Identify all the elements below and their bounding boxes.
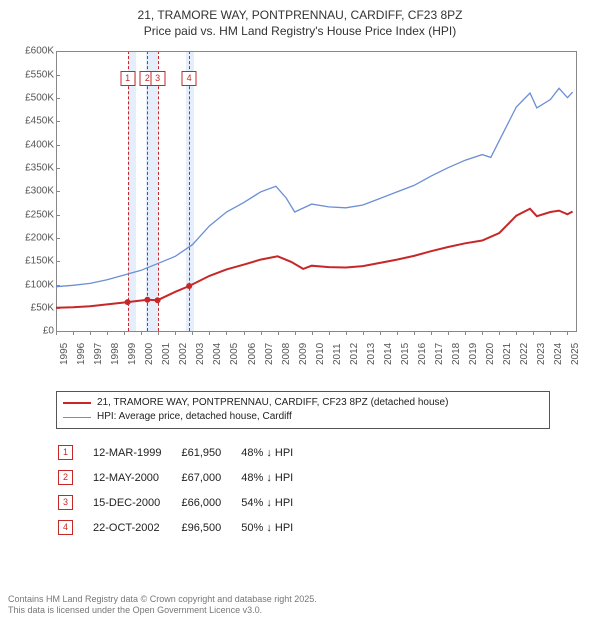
legend-swatch [63, 417, 91, 418]
table-row: 3 15-DEC-2000£66,00054% ↓ HPI [58, 491, 311, 514]
event-number-box: 3 [58, 495, 73, 510]
event-price: £96,500 [181, 516, 239, 539]
x-tick-label: 2000 [144, 343, 155, 365]
event-number-box: 1 [58, 445, 73, 460]
x-tick-label: 2010 [315, 343, 326, 365]
x-tick-label: 2022 [519, 343, 530, 365]
legend-item: 21, TRAMORE WAY, PONTPRENNAU, CARDIFF, C… [63, 396, 543, 410]
x-tick-label: 2019 [468, 343, 479, 365]
footer-line-1: Contains HM Land Registry data © Crown c… [8, 594, 592, 605]
legend-label: HPI: Average price, detached house, Card… [97, 410, 292, 424]
title-line-2: Price paid vs. HM Land Registry's House … [12, 24, 588, 40]
legend-swatch [63, 402, 91, 404]
x-tick-label: 2004 [212, 343, 223, 365]
x-tick-label: 2011 [332, 344, 343, 366]
y-tick-label: £450K [12, 116, 54, 127]
x-tick-label: 2015 [400, 343, 411, 365]
table-row: 4 22-OCT-2002£96,50050% ↓ HPI [58, 516, 311, 539]
legend-item: HPI: Average price, detached house, Card… [63, 410, 543, 424]
x-tick-label: 2024 [553, 343, 564, 365]
y-tick-label: £400K [12, 139, 54, 150]
event-date: 12-MAR-1999 [93, 441, 179, 464]
event-number-box: 2 [58, 470, 73, 485]
chart: £0 £50K £100K £150K £200K £250K £300K £350K £400… [12, 47, 588, 387]
x-tick-label: 1998 [110, 343, 121, 365]
x-tick-label: 2009 [298, 343, 309, 365]
y-tick-label: £500K [12, 92, 54, 103]
title-line-1: 21, TRAMORE WAY, PONTPRENNAU, CARDIFF, C… [12, 8, 588, 24]
x-tick-label: 2016 [417, 343, 428, 365]
y-tick-label: £250K [12, 209, 54, 220]
x-tick-label: 2017 [434, 343, 445, 365]
x-tick-label: 1995 [59, 343, 70, 365]
x-tick-label: 2013 [366, 343, 377, 365]
event-date: 12-MAY-2000 [93, 466, 179, 489]
event-date: 15-DEC-2000 [93, 491, 179, 514]
x-tick-label: 2006 [247, 343, 258, 365]
x-tick-label: 1996 [76, 343, 87, 365]
event-price: £61,950 [181, 441, 239, 464]
plot-area-frame [56, 51, 577, 332]
x-tick-label: 2002 [178, 343, 189, 365]
y-tick-label: £350K [12, 162, 54, 173]
x-tick-label: 2001 [161, 343, 172, 365]
event-delta: 54% ↓ HPI [241, 491, 311, 514]
x-tick-label: 2007 [264, 343, 275, 365]
event-number-box: 4 [58, 520, 73, 535]
events-table: 1 12-MAR-1999£61,95048% ↓ HPI 2 12-MAY-2000… [56, 439, 313, 541]
y-tick-label: £550K [12, 69, 54, 80]
event-delta: 48% ↓ HPI [241, 441, 311, 464]
event-price: £67,000 [181, 466, 239, 489]
x-tick-label: 2021 [502, 343, 513, 365]
x-tick-label: 2018 [451, 343, 462, 365]
y-tick-label: £600K [12, 46, 54, 57]
x-tick-label: 2025 [570, 343, 581, 365]
y-tick-label: £0 [12, 326, 54, 337]
event-delta: 48% ↓ HPI [241, 466, 311, 489]
footer-line-2: This data is licensed under the Open Gov… [8, 605, 592, 616]
x-tick-label: 2023 [536, 343, 547, 365]
table-row: 1 12-MAR-1999£61,95048% ↓ HPI [58, 441, 311, 464]
footer: Contains HM Land Registry data © Crown c… [8, 594, 592, 616]
x-tick-label: 2012 [349, 343, 360, 365]
x-tick-label: 2014 [383, 343, 394, 365]
y-tick-label: £100K [12, 279, 54, 290]
x-tick-label: 2008 [281, 343, 292, 365]
y-tick-label: £50K [12, 302, 54, 313]
y-tick-label: £200K [12, 232, 54, 243]
legend: 21, TRAMORE WAY, PONTPRENNAU, CARDIFF, C… [56, 391, 550, 429]
x-tick-label: 1999 [127, 343, 138, 365]
event-price: £66,000 [181, 491, 239, 514]
legend-label: 21, TRAMORE WAY, PONTPRENNAU, CARDIFF, C… [97, 396, 448, 410]
x-tick-label: 2005 [229, 343, 240, 365]
event-date: 22-OCT-2002 [93, 516, 179, 539]
x-tick-label: 2003 [195, 343, 206, 365]
table-row: 2 12-MAY-2000£67,00048% ↓ HPI [58, 466, 311, 489]
y-tick-label: £150K [12, 256, 54, 267]
x-tick-label: 2020 [485, 343, 496, 365]
y-tick-label: £300K [12, 186, 54, 197]
event-delta: 50% ↓ HPI [241, 516, 311, 539]
x-tick-label: 1997 [93, 343, 104, 365]
